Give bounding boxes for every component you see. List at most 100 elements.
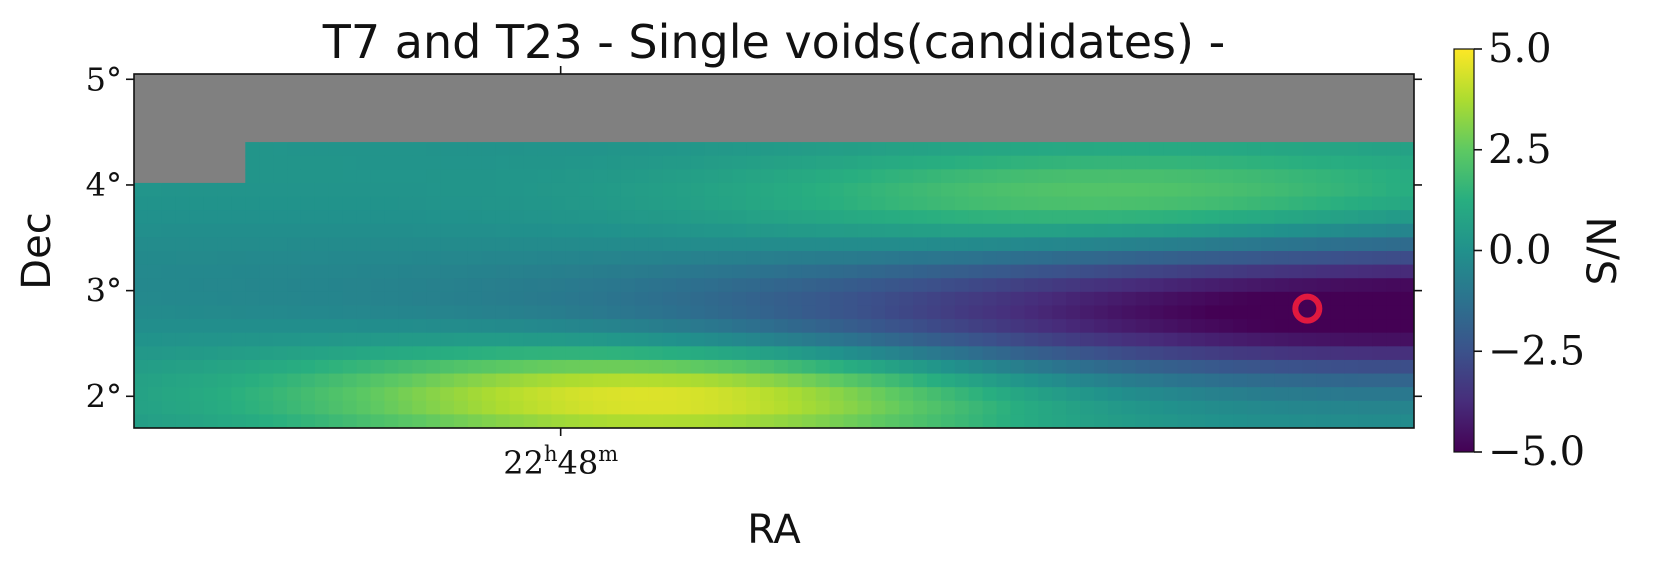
heatmap-cell [1205, 400, 1220, 415]
heatmap-cell [259, 128, 274, 143]
heatmap-cell [189, 278, 205, 293]
heatmap-cell [1274, 332, 1290, 347]
heatmap-cell [1052, 114, 1067, 130]
heatmap-cell [787, 128, 803, 143]
heatmap-cell [356, 305, 372, 320]
heatmap-cell [1094, 155, 1109, 170]
heatmap-cell [690, 237, 706, 252]
heatmap-cell [718, 196, 733, 211]
heatmap-cell [954, 373, 970, 388]
heatmap-cell [927, 114, 942, 130]
heatmap-cell [565, 264, 580, 279]
heatmap-cell [968, 387, 984, 402]
heatmap-cell [885, 155, 900, 170]
heatmap-cell [481, 114, 497, 130]
heatmap-cell [342, 101, 358, 116]
heatmap-cell [1107, 359, 1123, 375]
heatmap-cell [1344, 414, 1359, 428]
heatmap-cell [161, 223, 177, 238]
heatmap-cell [593, 291, 608, 307]
heatmap-cell [1302, 210, 1318, 225]
heatmap-cell [175, 264, 191, 279]
heatmap-cell [662, 142, 678, 157]
heatmap-cell [607, 182, 622, 198]
heatmap-cell [1149, 155, 1165, 170]
heatmap-cell [760, 210, 775, 225]
heatmap-cell [203, 414, 219, 428]
heatmap-cell [1386, 142, 1401, 157]
heatmap-cell [370, 101, 386, 116]
heatmap-cell [1247, 128, 1262, 143]
heatmap-cell [593, 155, 608, 170]
heatmap-cell [843, 169, 859, 184]
heatmap-cell [1358, 264, 1373, 279]
heatmap-cell [857, 387, 872, 402]
heatmap-cell [718, 346, 733, 361]
heatmap-cell [1247, 305, 1262, 320]
heatmap-cell [1135, 251, 1151, 266]
heatmap-cell [1372, 182, 1387, 198]
heatmap-cell [1260, 210, 1276, 225]
heatmap-cell [815, 305, 831, 320]
heatmap-cell [829, 278, 845, 293]
heatmap-cell [1080, 264, 1095, 279]
heatmap-cell [1052, 332, 1067, 347]
heatmap-cell [954, 332, 970, 347]
heatmap-cell [829, 142, 845, 157]
heatmap-cell [913, 332, 928, 347]
heatmap-cell [593, 278, 608, 293]
heatmap-cell [481, 305, 497, 320]
heatmap-cell [760, 128, 775, 143]
heatmap-cell [398, 101, 413, 116]
heatmap-cell [593, 128, 608, 143]
heatmap-cell [259, 291, 274, 307]
heatmap-cell [690, 332, 706, 347]
heatmap-cell [1107, 237, 1123, 252]
heatmap-cell [940, 400, 956, 415]
heatmap-cell [829, 414, 845, 428]
heatmap-cell [801, 142, 817, 157]
heatmap-cell [1038, 237, 1053, 252]
heatmap-cell [857, 223, 872, 238]
heatmap-cell [676, 114, 692, 130]
heatmap-cell [454, 414, 469, 428]
heatmap-cell [843, 346, 859, 361]
heatmap-cell [481, 400, 497, 415]
heatmap-cell [1149, 128, 1165, 143]
heatmap-cell [1010, 319, 1026, 334]
heatmap-cell [217, 373, 232, 388]
heatmap-cell [1358, 142, 1373, 157]
heatmap-cell [189, 305, 205, 320]
heatmap-cell [1163, 387, 1179, 402]
heatmap-cell [287, 101, 302, 116]
heatmap-cell [273, 142, 288, 157]
heatmap-cell [1386, 387, 1401, 402]
heatmap-cell [593, 101, 608, 116]
heatmap-cell [189, 414, 205, 428]
heatmap-cell [1163, 400, 1179, 415]
heatmap-cell [607, 155, 622, 170]
heatmap-cell [676, 196, 692, 211]
heatmap-cell [1107, 291, 1123, 307]
heatmap-cell [899, 264, 914, 279]
heatmap-cell [565, 387, 580, 402]
heatmap-cell [384, 332, 399, 347]
heatmap-cell [579, 291, 594, 307]
heatmap-cell [815, 373, 831, 388]
heatmap-cell [1233, 223, 1248, 238]
heatmap-cell [1233, 101, 1248, 116]
heatmap-cell [1274, 359, 1290, 375]
heatmap-cell [607, 291, 622, 307]
heatmap-cell [1372, 264, 1387, 279]
heatmap-cell [273, 182, 288, 198]
heatmap-cell [607, 74, 622, 89]
heatmap-cell [662, 169, 678, 184]
heatmap-cell [954, 387, 970, 402]
heatmap-cell [370, 169, 386, 184]
heatmap-cell [732, 155, 747, 170]
heatmap-cell [1177, 114, 1192, 130]
heatmap-cell [1191, 223, 1206, 238]
heatmap-cell [467, 223, 483, 238]
heatmap-cell [134, 251, 149, 266]
heatmap-cell [927, 305, 942, 320]
